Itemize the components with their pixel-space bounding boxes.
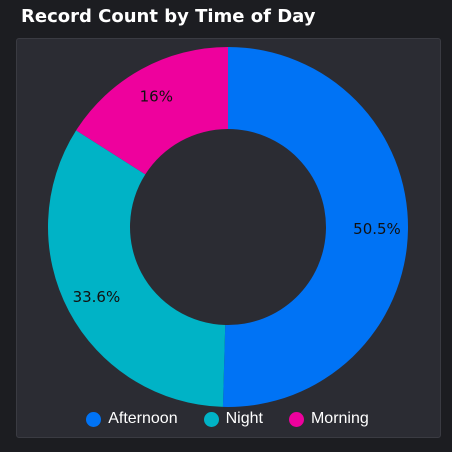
legend-swatch-morning — [288, 411, 304, 427]
slice-night[interactable] — [48, 130, 226, 407]
slice-morning[interactable] — [76, 47, 228, 175]
slice-afternoon[interactable] — [222, 47, 409, 407]
legend-swatch-afternoon — [86, 411, 102, 427]
slice-label-morning: 16% — [140, 87, 173, 105]
slice-label-afternoon: 50.5% — [353, 220, 401, 238]
legend-label-night: Night — [225, 410, 263, 427]
legend-label-morning: Morning — [310, 410, 369, 427]
chart-legend: Afternoon Night Morning — [16, 410, 439, 428]
legend-label-afternoon: Afternoon — [108, 410, 178, 427]
slice-label-night: 33.6% — [73, 288, 121, 306]
legend-item-night[interactable]: Night — [203, 410, 263, 428]
legend-item-afternoon[interactable]: Afternoon — [86, 410, 178, 428]
chart-title: Record Count by Time of Day — [21, 6, 316, 27]
legend-swatch-night — [203, 411, 219, 427]
legend-item-morning[interactable]: Morning — [288, 410, 369, 428]
